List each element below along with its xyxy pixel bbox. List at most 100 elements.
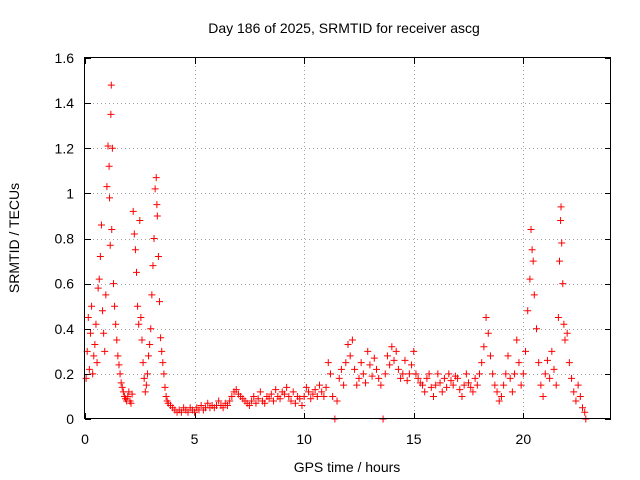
- data-point: [285, 392, 293, 400]
- data-point: [115, 361, 123, 369]
- data-point: [555, 257, 563, 265]
- data-point: [105, 162, 113, 170]
- y-tick-label: 0.4: [55, 321, 75, 337]
- data-point: [316, 381, 324, 389]
- data-point: [320, 392, 328, 400]
- data-point: [473, 381, 481, 389]
- data-point: [265, 395, 273, 403]
- data-point: [489, 370, 497, 378]
- data-point: [425, 370, 433, 378]
- data-point: [454, 374, 462, 382]
- data-point: [423, 374, 431, 382]
- data-point: [106, 241, 114, 249]
- data-point: [177, 408, 185, 416]
- data-point: [399, 370, 407, 378]
- data-point: [478, 359, 486, 367]
- data-point: [287, 397, 295, 405]
- data-point: [372, 365, 380, 373]
- data-point: [133, 268, 141, 276]
- data-point: [139, 359, 147, 367]
- data-point: [135, 320, 143, 328]
- data-point: [568, 374, 576, 382]
- data-point: [128, 390, 136, 398]
- data-point: [256, 388, 264, 396]
- data-point: [508, 388, 516, 396]
- data-point: [112, 320, 120, 328]
- data-point: [517, 381, 525, 389]
- data-point: [102, 291, 110, 299]
- data-point: [381, 370, 389, 378]
- data-point: [359, 370, 367, 378]
- data-point: [95, 275, 103, 283]
- data-point: [254, 395, 262, 403]
- data-point: [184, 408, 192, 416]
- data-point: [197, 401, 205, 409]
- data-point: [85, 365, 93, 373]
- data-point: [149, 262, 157, 270]
- data-point: [546, 374, 554, 382]
- data-point: [326, 370, 334, 378]
- data-point: [495, 397, 503, 405]
- data-point: [129, 207, 137, 215]
- data-point: [156, 298, 164, 306]
- data-point: [476, 370, 483, 378]
- data-point: [159, 359, 167, 367]
- data-point: [289, 388, 297, 396]
- grid: [85, 58, 611, 419]
- data-point: [388, 343, 396, 351]
- data-point: [324, 359, 332, 367]
- data-point: [276, 395, 284, 403]
- data-point: [248, 397, 256, 405]
- data-point: [311, 386, 319, 394]
- data-point: [462, 370, 470, 378]
- y-tick-label: 0: [66, 411, 74, 427]
- data-point: [298, 401, 306, 409]
- data-point: [543, 356, 551, 364]
- data-point: [541, 370, 549, 378]
- data-point: [504, 352, 512, 360]
- data-point: [280, 390, 288, 398]
- data-point: [232, 386, 240, 394]
- data-point: [460, 381, 468, 389]
- data-point: [117, 379, 125, 387]
- data-point: [160, 370, 168, 378]
- data-point: [108, 144, 116, 152]
- data-point: [438, 388, 446, 396]
- data-point: [101, 347, 109, 355]
- data-point: [145, 352, 153, 360]
- data-point: [116, 370, 124, 378]
- data-point: [351, 365, 359, 373]
- data-point: [147, 325, 155, 333]
- data-point: [329, 392, 337, 400]
- data-point: [108, 225, 116, 233]
- data-point: [157, 334, 165, 342]
- x-tick-label: 10: [296, 431, 312, 447]
- x-tick-label: 0: [81, 431, 89, 447]
- data-point: [104, 142, 112, 150]
- data-point: [397, 374, 405, 382]
- data-point: [486, 352, 494, 360]
- data-point: [107, 81, 115, 89]
- data-point: [377, 381, 385, 389]
- data-point: [300, 392, 308, 400]
- data-point: [140, 374, 148, 382]
- data-point: [272, 386, 280, 394]
- data-point: [309, 390, 317, 398]
- y-tick-label: 1.4: [55, 95, 75, 111]
- data-point: [449, 381, 457, 389]
- data-point: [161, 383, 169, 391]
- x-tick-label: 15: [406, 431, 422, 447]
- data-point: [383, 352, 391, 360]
- data-point: [148, 291, 156, 299]
- data-point: [401, 356, 409, 364]
- data-point: [109, 280, 117, 288]
- data-point: [558, 239, 566, 247]
- data-point: [554, 313, 562, 321]
- data-point: [364, 347, 372, 355]
- data-point: [497, 392, 505, 400]
- data-point: [88, 302, 96, 310]
- data-point: [529, 257, 537, 265]
- data-point: [318, 388, 326, 396]
- data-point: [305, 388, 313, 396]
- data-point: [581, 408, 589, 416]
